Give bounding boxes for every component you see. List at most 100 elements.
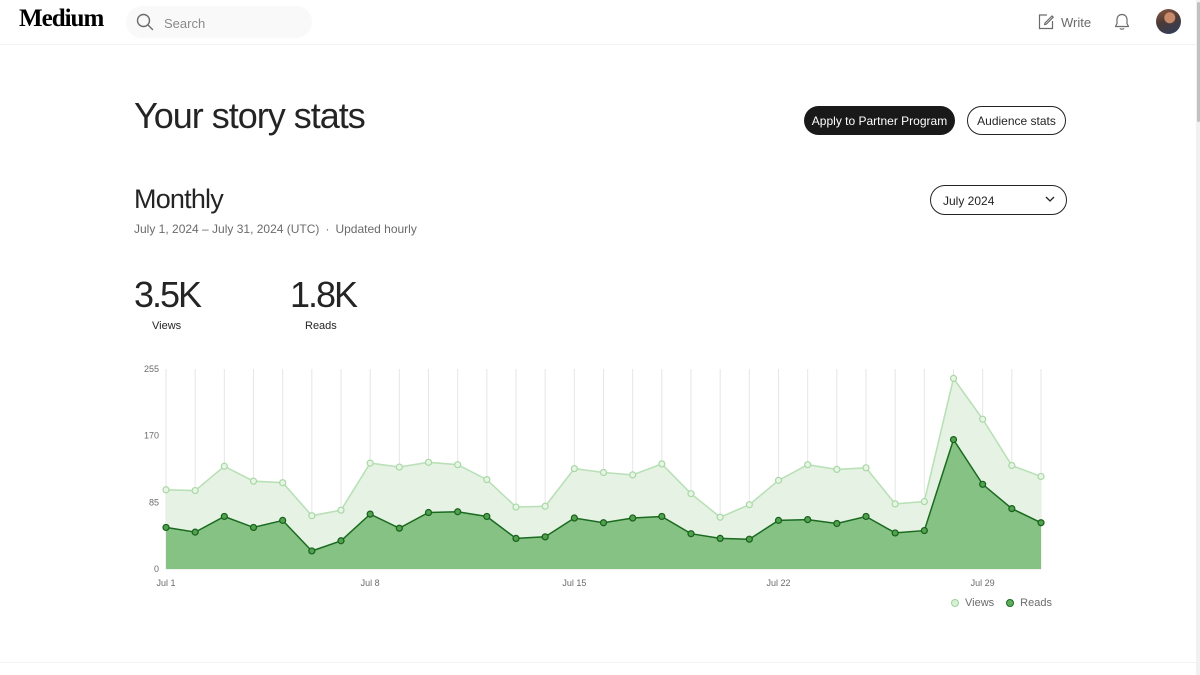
point-views bbox=[308, 512, 316, 520]
point-views bbox=[454, 461, 462, 469]
y-tick-label: 255 bbox=[144, 364, 159, 374]
point-reads bbox=[279, 516, 287, 524]
x-tick-label: Jul 29 bbox=[971, 578, 995, 588]
point-views bbox=[774, 476, 783, 484]
point-reads bbox=[308, 547, 316, 555]
point-reads bbox=[979, 480, 987, 488]
point-views bbox=[366, 459, 374, 467]
search-box[interactable] bbox=[126, 6, 312, 38]
x-tick-label: Jul 8 bbox=[361, 578, 380, 588]
chevron-down-icon bbox=[1045, 196, 1055, 202]
y-tick-label: 170 bbox=[144, 431, 159, 441]
date-range: July 1, 2024 – July 31, 2024 (UTC) bbox=[134, 222, 320, 236]
point-views bbox=[891, 500, 899, 508]
point-reads bbox=[745, 535, 753, 543]
point-reads bbox=[862, 512, 870, 521]
point-views bbox=[687, 490, 695, 498]
point-views bbox=[629, 471, 637, 479]
point-views bbox=[279, 479, 287, 487]
point-reads bbox=[774, 516, 783, 524]
point-reads bbox=[395, 524, 403, 532]
x-tick-label: Jul 22 bbox=[766, 578, 790, 588]
notifications-bell-icon[interactable] bbox=[1112, 12, 1132, 32]
medium-logo[interactable]: Medium bbox=[19, 5, 104, 32]
point-reads bbox=[424, 508, 433, 517]
point-views bbox=[1037, 472, 1045, 481]
point-views bbox=[541, 502, 549, 510]
point-reads bbox=[220, 512, 228, 521]
point-reads bbox=[687, 530, 695, 538]
reads-total: 1.8K bbox=[290, 274, 358, 315]
top-navigation-bar: Medium Write bbox=[0, 0, 1196, 45]
period-title: Monthly bbox=[134, 184, 224, 214]
point-views bbox=[599, 468, 608, 477]
point-reads bbox=[891, 529, 899, 537]
point-reads bbox=[366, 510, 374, 518]
point-reads bbox=[512, 534, 520, 543]
selected-month: July 2024 bbox=[943, 194, 995, 208]
y-tick-label: 0 bbox=[154, 564, 159, 574]
point-views bbox=[191, 486, 199, 495]
point-reads bbox=[337, 537, 345, 545]
views-label: Views bbox=[152, 320, 182, 332]
point-views bbox=[804, 461, 812, 469]
point-views bbox=[483, 475, 491, 484]
point-reads bbox=[804, 515, 812, 524]
write-icon bbox=[1038, 14, 1055, 30]
point-reads bbox=[454, 508, 462, 516]
page-title: Your story stats bbox=[134, 95, 366, 136]
point-views bbox=[220, 462, 228, 470]
audience-stats-button[interactable]: Audience stats bbox=[967, 106, 1066, 135]
legend-label-reads: Reads bbox=[1020, 597, 1052, 609]
legend-swatch-views bbox=[951, 599, 959, 607]
period-subtitle: July 1, 2024 – July 31, 2024 (UTC) · Updat… bbox=[134, 222, 417, 236]
point-reads bbox=[541, 533, 549, 541]
scrollbar-thumb[interactable] bbox=[1197, 2, 1200, 122]
chart-legend: Views Reads bbox=[951, 597, 1064, 609]
x-tick-label: Jul 15 bbox=[562, 578, 586, 588]
point-views bbox=[249, 477, 258, 485]
point-reads bbox=[483, 512, 491, 521]
point-reads bbox=[949, 435, 958, 444]
point-views bbox=[424, 458, 433, 466]
point-reads bbox=[658, 512, 666, 521]
point-views bbox=[979, 415, 987, 423]
point-views bbox=[512, 503, 520, 511]
point-views bbox=[920, 497, 928, 506]
reads-label: Reads bbox=[305, 320, 337, 332]
point-views bbox=[337, 506, 345, 514]
legend-item-views[interactable]: Views bbox=[951, 597, 994, 609]
search-icon bbox=[136, 13, 154, 31]
point-reads bbox=[249, 523, 258, 532]
point-reads bbox=[1037, 519, 1045, 527]
point-reads bbox=[1008, 505, 1016, 513]
point-reads bbox=[570, 514, 578, 522]
scrollbar-track[interactable] bbox=[1196, 0, 1200, 675]
point-views bbox=[395, 463, 403, 471]
update-frequency: Updated hourly bbox=[335, 222, 417, 236]
point-views bbox=[833, 465, 841, 473]
point-views bbox=[570, 465, 578, 473]
point-reads bbox=[162, 523, 170, 532]
x-tick-label: Jul 1 bbox=[156, 578, 175, 588]
separator-dot: · bbox=[325, 222, 330, 236]
point-views bbox=[745, 501, 753, 509]
point-views bbox=[716, 513, 724, 521]
views-total: 3.5K bbox=[134, 274, 202, 315]
apply-partner-program-button[interactable]: Apply to Partner Program bbox=[804, 106, 955, 135]
section-divider bbox=[0, 662, 1196, 663]
area-reads bbox=[166, 439, 1041, 569]
write-label: Write bbox=[1061, 14, 1092, 30]
point-reads bbox=[629, 514, 637, 522]
legend-label-views: Views bbox=[965, 597, 995, 609]
user-avatar[interactable] bbox=[1156, 9, 1181, 34]
month-selector-dropdown[interactable]: July 2024 bbox=[930, 185, 1067, 215]
legend-item-reads[interactable]: Reads bbox=[1006, 597, 1052, 609]
point-reads bbox=[191, 528, 199, 536]
write-button[interactable]: Write bbox=[1037, 12, 1091, 32]
point-reads bbox=[716, 534, 724, 543]
point-reads bbox=[920, 526, 928, 535]
search-input[interactable] bbox=[162, 13, 306, 33]
point-views bbox=[162, 486, 170, 494]
